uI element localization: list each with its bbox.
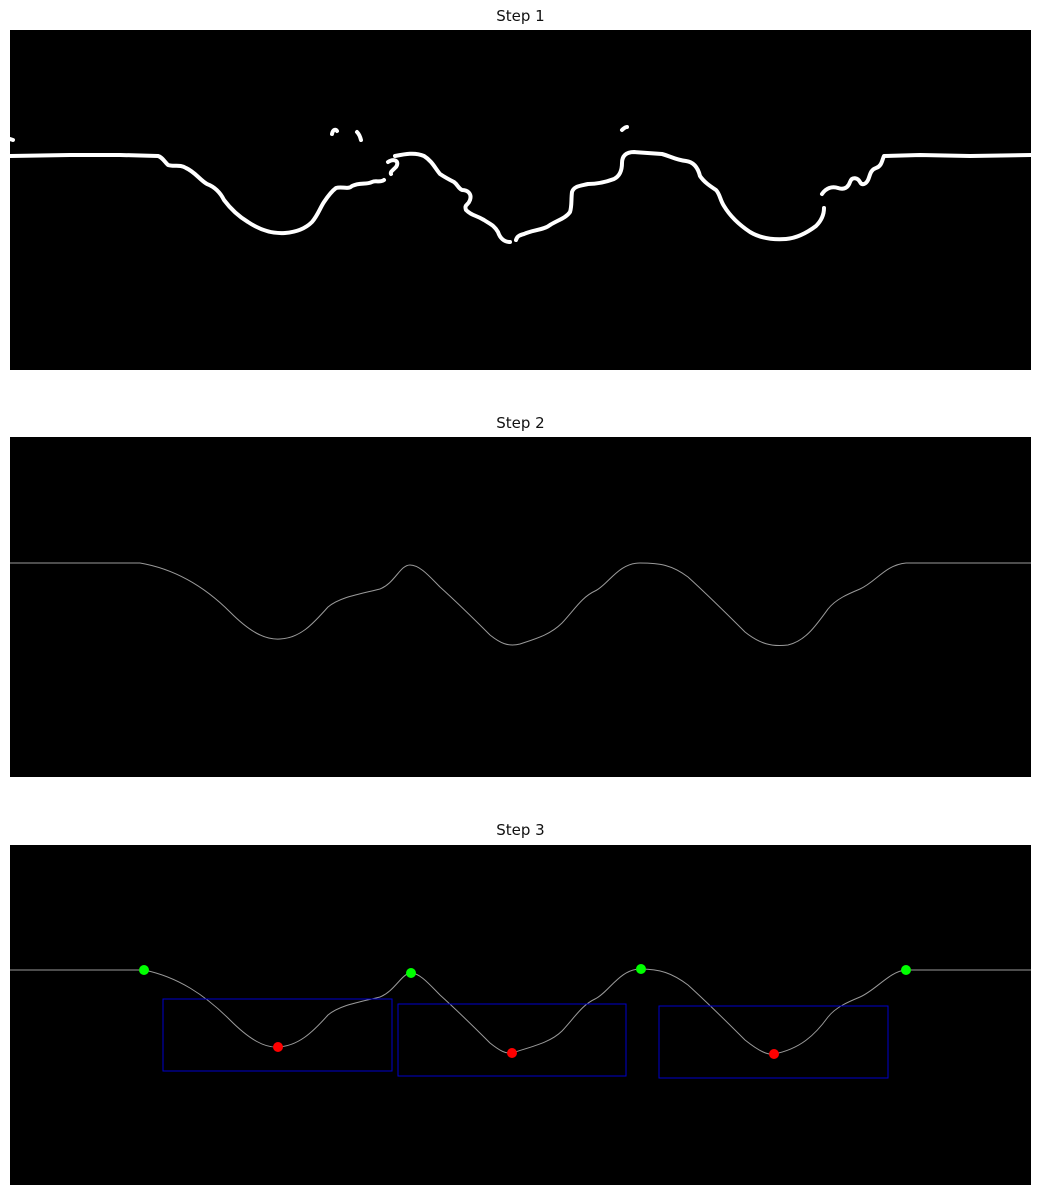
region-box-3: [658, 1005, 889, 1079]
mask-fragment-4: [620, 125, 629, 132]
mask-fragment-1: [330, 127, 339, 136]
panel-step-2: [10, 437, 1031, 777]
annotated-curve: [10, 968, 1031, 1055]
valley-marker-1: [273, 1042, 283, 1052]
mask-segment-right: [820, 153, 1031, 196]
valley-marker-2: [507, 1048, 517, 1058]
panel-title-step-1: Step 1: [496, 7, 545, 25]
mask-fragment-2: [355, 130, 363, 142]
panel-step-3: [10, 845, 1031, 1185]
valley-marker-3: [769, 1049, 779, 1059]
mask-segment-center: [393, 151, 512, 244]
region-box-2: [397, 1003, 627, 1077]
mask-segment-center-right: [514, 150, 826, 242]
panel-title-step-2: Step 2: [496, 414, 545, 432]
panel-title-step-3: Step 3: [496, 821, 545, 839]
peak-marker-4: [901, 965, 911, 975]
smoothed-curve-image: [10, 562, 1031, 647]
peak-marker-3: [636, 964, 646, 974]
binary-mask-image: [10, 125, 1031, 244]
peak-marker-2: [406, 968, 416, 978]
smoothed-curve: [10, 562, 1031, 647]
panel-step-1: [10, 30, 1031, 370]
mask-fragment-5: [10, 137, 15, 142]
mask-segment-left: [10, 153, 386, 236]
annotated-curve-image: [10, 964, 1031, 1079]
peak-marker-1: [139, 965, 149, 975]
mask-fragment-3: [386, 158, 400, 176]
region-box-1: [162, 998, 393, 1072]
